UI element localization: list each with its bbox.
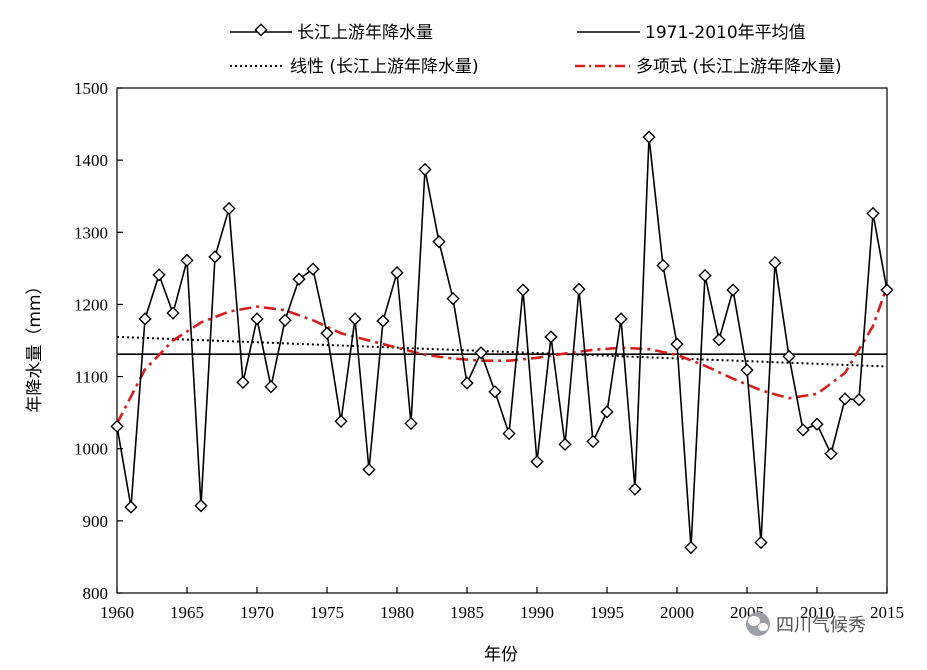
data-point	[866, 206, 880, 221]
data-point	[782, 349, 796, 364]
data-point	[838, 392, 852, 406]
watermark: 四川气候秀	[746, 612, 866, 636]
data-point	[152, 268, 166, 282]
data-point	[348, 312, 362, 326]
data-point	[754, 535, 768, 550]
data-point	[880, 283, 894, 297]
data-point	[726, 283, 740, 297]
y-tick-label: 1500	[74, 79, 108, 98]
data-point	[642, 130, 656, 144]
legend-label-series-1: 1971-2010年平均值	[645, 23, 806, 43]
x-tick-label: 1985	[450, 603, 484, 622]
data-point	[250, 312, 264, 326]
data-point	[740, 363, 754, 377]
x-tick-label: 2000	[660, 603, 694, 622]
data-point	[768, 255, 782, 270]
data-point	[558, 437, 572, 452]
data-point	[390, 266, 404, 280]
data-point	[110, 419, 124, 434]
x-tick-label: 2015	[870, 603, 904, 622]
x-tick-label: 2010	[800, 603, 834, 622]
data-point	[292, 272, 306, 286]
legend-item-series-3: 多项式 (长江上游年降水量)	[575, 57, 842, 77]
data-point	[810, 417, 824, 431]
y-axis: 800 900 1000 1100 1200 1300 1400 1500	[74, 79, 123, 603]
y-tick-label: 800	[83, 584, 109, 603]
legend-label-series-2: 线性 (长江上游年降水量)	[290, 57, 479, 77]
data-point	[614, 312, 628, 326]
data-point	[488, 385, 502, 399]
data-point	[796, 423, 810, 437]
data-point	[222, 201, 236, 216]
data-point	[418, 162, 432, 177]
x-tick-label: 1965	[170, 603, 204, 622]
legend-diamond-marker	[254, 23, 268, 37]
data-point	[432, 235, 446, 249]
x-axis: 1960 1965 1970 1975 1980 1985 1990 1995 2000 2005…	[100, 587, 904, 622]
data-point	[712, 333, 726, 347]
data-point	[656, 258, 670, 273]
data-point	[516, 283, 530, 297]
data-point	[362, 462, 376, 477]
data-point	[124, 500, 138, 514]
y-tick-label: 1200	[74, 295, 108, 314]
data-point	[404, 416, 418, 431]
wechat-icon	[746, 612, 770, 636]
series-line-3	[115, 285, 889, 425]
y-tick-label: 1300	[74, 223, 108, 242]
x-axis-title: 年份	[484, 645, 518, 665]
x-tick-label: 1960	[100, 603, 134, 622]
data-point	[138, 312, 152, 326]
legend-label-series-3: 多项式 (长江上游年降水量)	[636, 57, 842, 77]
data-point	[502, 426, 516, 441]
y-axis-title: 年降水量（mm）	[25, 277, 45, 412]
data-point	[628, 482, 642, 496]
data-point	[474, 346, 488, 360]
watermark-text: 四川气候秀	[776, 615, 866, 636]
x-tick-label: 1970	[240, 603, 274, 622]
legend-label-series-0: 长江上游年降水量	[297, 23, 433, 43]
data-point	[698, 268, 712, 283]
data-point	[572, 282, 586, 296]
data-point	[208, 250, 222, 264]
plot-area-frame	[116, 87, 888, 594]
data-point	[376, 314, 390, 328]
series-line-2	[116, 335, 888, 368]
data-point	[600, 405, 614, 419]
data-point	[194, 499, 208, 513]
data-point	[852, 393, 866, 407]
legend-item-series-1: 1971-2010年平均值	[577, 23, 806, 43]
data-point	[278, 313, 292, 327]
data-point	[670, 337, 684, 351]
legend-item-series-0: 长江上游年降水量	[230, 23, 433, 43]
data-point	[824, 447, 838, 461]
data-point	[446, 292, 460, 306]
series-layer	[110, 130, 894, 555]
data-point	[586, 434, 600, 449]
data-point	[166, 306, 180, 320]
data-point	[306, 262, 320, 276]
data-point	[320, 326, 334, 340]
legend-item-series-2: 线性 (长江上游年降水量)	[230, 57, 479, 77]
data-point	[460, 376, 474, 390]
x-tick-label: 1990	[520, 603, 554, 622]
x-tick-label: 1975	[310, 603, 344, 622]
data-point	[180, 253, 194, 268]
x-tick-label: 1995	[590, 603, 624, 622]
data-point	[530, 455, 544, 469]
y-tick-label: 1000	[74, 440, 108, 459]
y-tick-label: 1100	[75, 368, 108, 387]
x-tick-label: 1980	[380, 603, 414, 622]
data-point	[236, 375, 250, 389]
data-point	[264, 380, 278, 394]
data-point	[544, 330, 558, 344]
data-point	[684, 540, 698, 555]
y-tick-label: 900	[83, 512, 109, 531]
y-tick-label: 1400	[74, 151, 108, 170]
series-line-0	[116, 136, 888, 549]
data-point	[334, 414, 348, 428]
legend: 长江上游年降水量 1971-2010年平均值 线性 (长江上游年降水量) 多项式…	[230, 23, 842, 77]
